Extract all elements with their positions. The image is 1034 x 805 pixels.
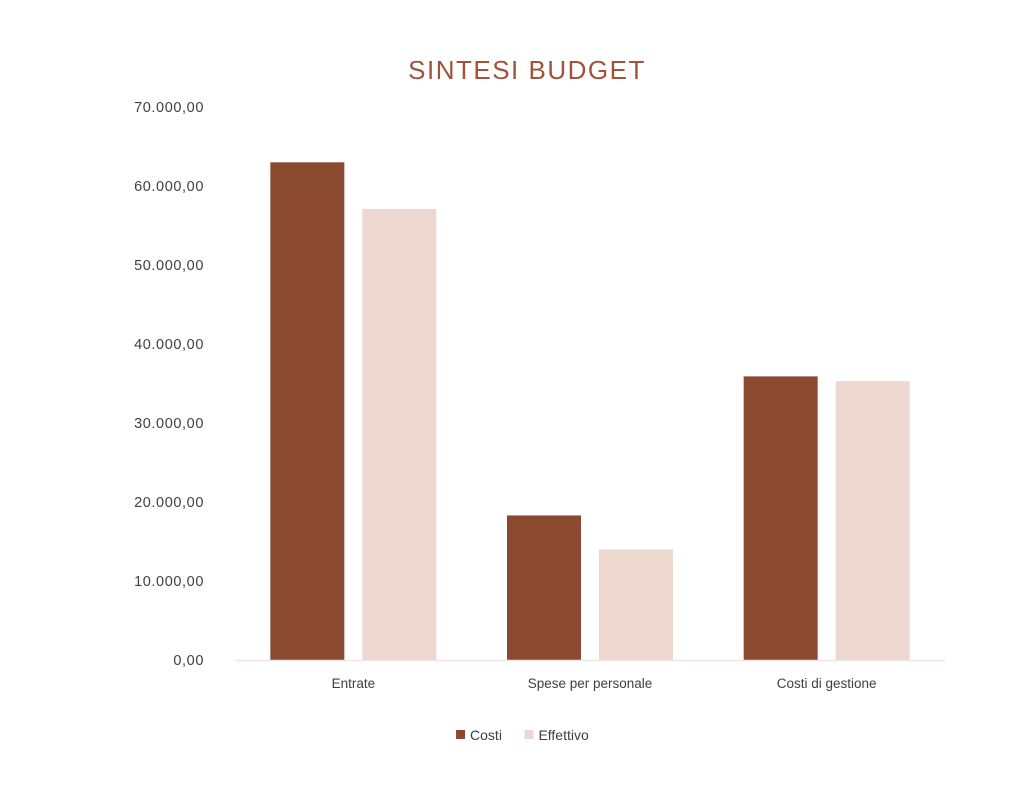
y-tick-label: 70.000,00: [134, 100, 204, 116]
legend-swatch-effettivo: [524, 730, 534, 739]
x-axis: Entrate Spese per personale Costi di gesti…: [235, 659, 945, 691]
x-tick-label: Costi di gestione: [777, 676, 877, 691]
y-tick-label: 30.000,00: [134, 416, 204, 432]
bar-effettivo: [362, 208, 437, 660]
bars: [270, 162, 910, 661]
legend-label-effettivo: Effettivo: [538, 727, 589, 743]
y-tick-label: 0,00: [173, 653, 204, 669]
legend: Costi Effettivo: [456, 727, 589, 743]
x-tick-label: Entrate: [332, 676, 376, 691]
y-tick-label: 60.000,00: [134, 179, 204, 195]
y-tick-label: 10.000,00: [134, 574, 204, 590]
chart-title: SINTESI BUDGET: [408, 55, 646, 85]
bar-effettivo: [599, 549, 673, 660]
bar-costi: [507, 515, 581, 660]
legend-label-costi: Costi: [470, 727, 502, 743]
bar-costi: [270, 162, 345, 661]
y-tick-label: 50.000,00: [134, 258, 204, 274]
legend-swatch-costi: [456, 730, 466, 739]
x-tick-label: Spese per personale: [528, 676, 653, 691]
bar-effettivo: [835, 381, 910, 660]
y-axis: 0,00 10.000,00 20.000,00 30.000,00 40.000,00…: [134, 100, 204, 669]
y-tick-label: 40.000,00: [134, 337, 204, 353]
bar-costi: [743, 376, 818, 660]
y-tick-label: 20.000,00: [134, 495, 204, 511]
